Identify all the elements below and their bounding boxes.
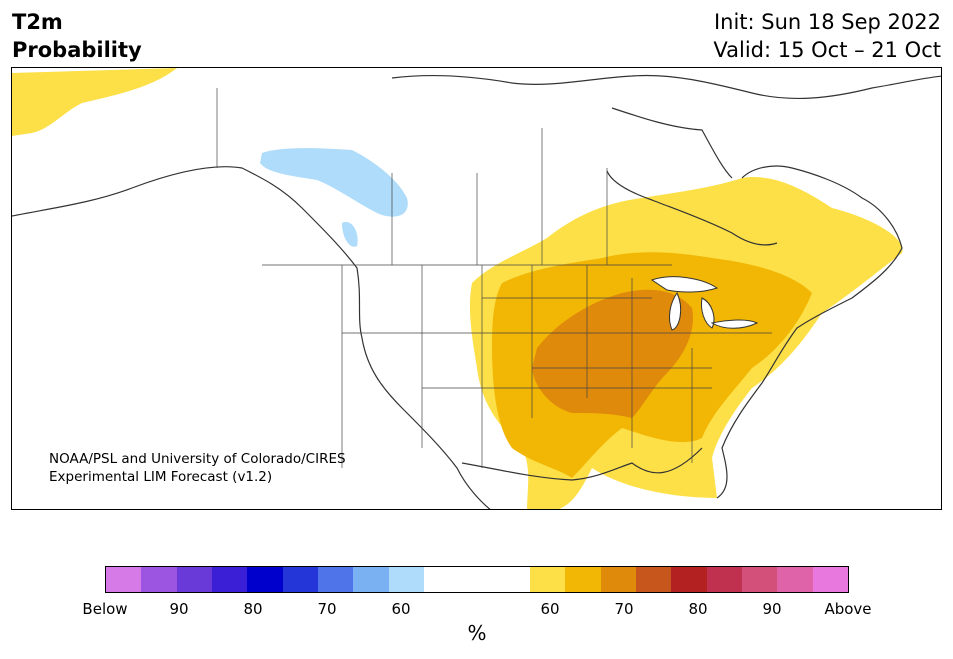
- colorbar-unit: %: [467, 621, 487, 645]
- colorbar-segment: [741, 567, 778, 592]
- warm-70-region: [532, 289, 693, 418]
- colorbar-segment: [706, 567, 742, 592]
- colorbar-segment: [635, 567, 672, 592]
- title-line-1: T2m: [12, 10, 63, 34]
- colorbar-segment: [247, 567, 283, 592]
- colorbar: [105, 566, 849, 593]
- colorbar-segment: [529, 567, 566, 592]
- colorbar-segment: [317, 567, 354, 592]
- colorbar-ticks: Below 90 80 70 60 60 70 80 90 Above: [0, 600, 953, 620]
- credit-text: NOAA/PSL and University of Colorado/CIRE…: [49, 450, 346, 486]
- alaska-warm-region: [12, 68, 177, 136]
- tick-label: 80: [243, 600, 263, 618]
- cold-60-region: [260, 148, 408, 217]
- probability-map: [12, 68, 941, 509]
- colorbar-segment: [353, 567, 389, 592]
- tick-label: 70: [317, 600, 337, 618]
- colorbar-segment: [176, 567, 212, 592]
- forecast-dates: Init: Sun 18 Sep 2022 Valid: 15 Oct – 21…: [713, 8, 941, 64]
- tick-label: 80: [688, 600, 708, 618]
- colorbar-segment: [812, 567, 848, 592]
- colorbar-segment: [777, 567, 813, 592]
- valid-range: Valid: 15 Oct – 21 Oct: [713, 38, 941, 62]
- cold-60-small: [342, 222, 358, 247]
- colorbar-segment: [671, 567, 707, 592]
- tick-label: 90: [169, 600, 189, 618]
- tick-label: 60: [391, 600, 411, 618]
- colorbar-segment: [211, 567, 248, 592]
- colorbar-segment: [600, 567, 636, 592]
- tick-label: Above: [824, 600, 872, 618]
- colorbar-segment: [565, 567, 601, 592]
- title-line-2: Probability: [12, 38, 142, 62]
- colorbar-segment: [106, 567, 142, 592]
- colorbar-segment: [141, 567, 177, 592]
- map-title: T2m Probability: [12, 8, 142, 64]
- credit-line-2: Experimental LIM Forecast (v1.2): [49, 469, 273, 485]
- colorbar-neutral-segment: [423, 567, 530, 592]
- tick-label: 70: [614, 600, 634, 618]
- map-panel: [11, 67, 942, 510]
- tick-label: Below: [82, 600, 128, 618]
- coastlines: [12, 74, 941, 509]
- colorbar-segment: [282, 567, 318, 592]
- init-date: Init: Sun 18 Sep 2022: [713, 10, 941, 34]
- tick-label: 60: [540, 600, 560, 618]
- tick-label: 90: [762, 600, 782, 618]
- colorbar-segment: [388, 567, 424, 592]
- great-lakes: [650, 276, 759, 331]
- borders: [216, 88, 772, 468]
- credit-line-1: NOAA/PSL and University of Colorado/CIRE…: [49, 451, 346, 467]
